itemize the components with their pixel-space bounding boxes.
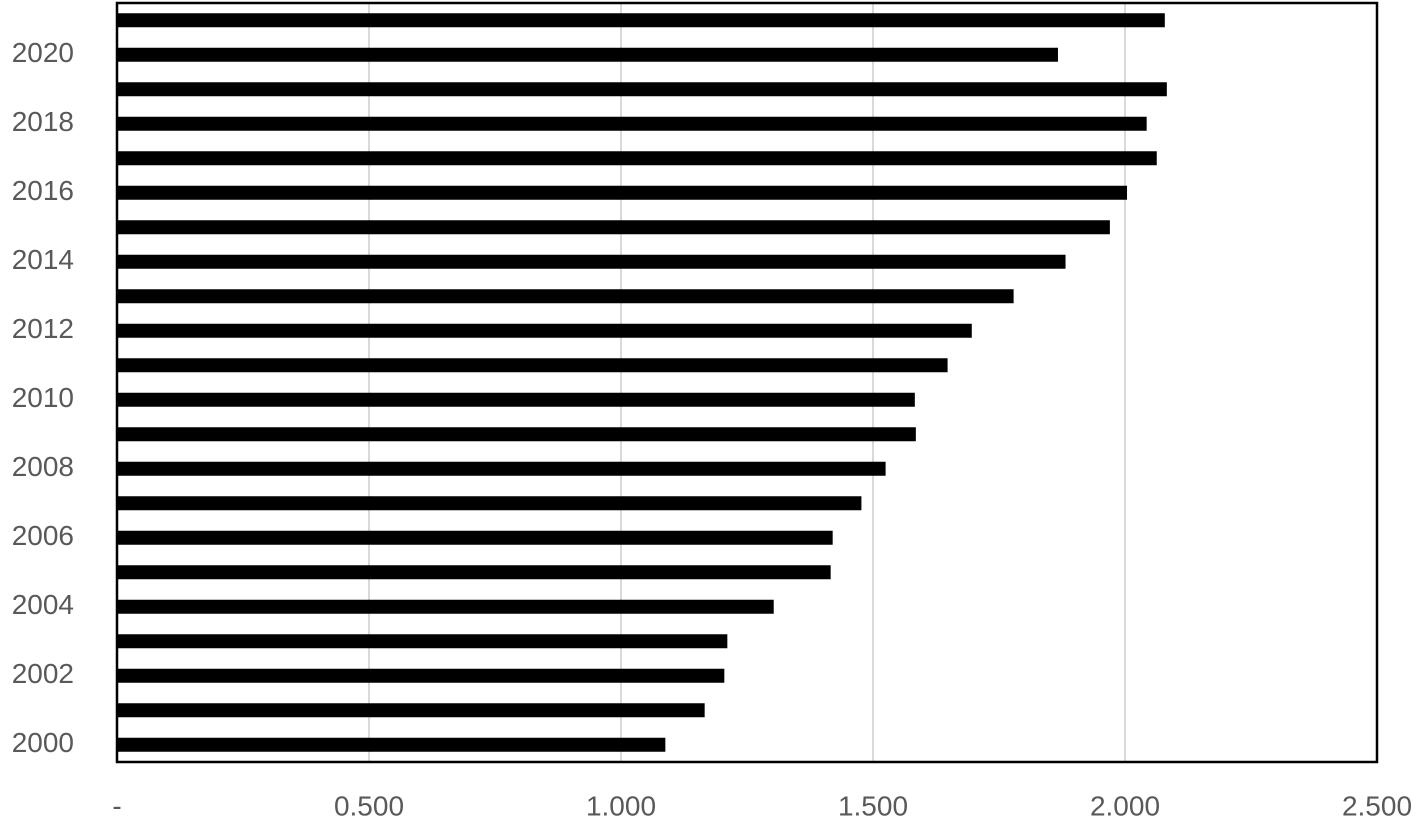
bar: [117, 392, 915, 407]
bar: [117, 599, 774, 614]
bar: [117, 565, 831, 580]
bar: [117, 461, 886, 476]
y-tick-label: 2008: [12, 451, 74, 482]
y-tick-label: 2020: [12, 37, 74, 68]
bar: [117, 703, 705, 718]
y-tick-label: 2016: [12, 175, 74, 206]
x-tick-label: 2.000: [1090, 790, 1160, 821]
bar: [117, 185, 1128, 200]
bar: [117, 220, 1110, 235]
y-tick-label: 2012: [12, 313, 74, 344]
bar: [117, 254, 1066, 269]
bar: [117, 289, 1014, 304]
y-tick-label: 2004: [12, 589, 74, 620]
x-tick-label: 0.500: [334, 790, 404, 821]
x-tick-label: 1.500: [838, 790, 908, 821]
y-tick-label: 2014: [12, 244, 74, 275]
bar: [117, 13, 1165, 28]
bar: [117, 151, 1157, 166]
bar: [117, 47, 1058, 62]
bar: [117, 82, 1167, 97]
bar: [117, 634, 728, 649]
y-tick-label: 2010: [12, 382, 74, 413]
y-tick-label: 2018: [12, 106, 74, 137]
bar: [117, 496, 862, 511]
y-tick-label: 2006: [12, 520, 74, 551]
bar: [117, 427, 916, 442]
bar: [117, 323, 972, 338]
x-tick-label: 1.000: [586, 790, 656, 821]
bar: [117, 737, 666, 752]
x-tick-label: -: [112, 790, 121, 821]
y-tick-label: 2000: [12, 727, 74, 758]
bar: [117, 358, 948, 373]
bar: [117, 530, 833, 545]
x-tick-label: 2.500: [1342, 790, 1412, 821]
plot-border: [115, 1, 1379, 764]
bar: [117, 668, 725, 683]
bar: [117, 116, 1147, 131]
y-tick-label: 2002: [12, 658, 74, 689]
